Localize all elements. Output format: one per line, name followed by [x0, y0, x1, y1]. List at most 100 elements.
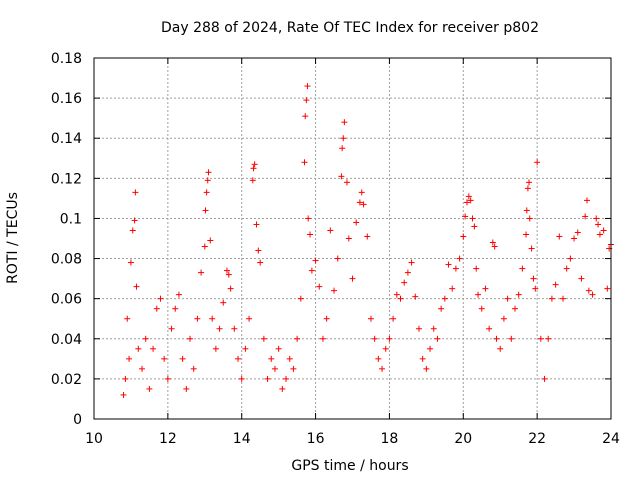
data-point: [204, 177, 211, 184]
data-point: [202, 207, 209, 214]
data-point: [548, 295, 555, 302]
data-point: [534, 159, 541, 166]
data-point: [596, 231, 603, 238]
data-point: [382, 345, 389, 352]
data-point: [201, 243, 208, 250]
data-point: [294, 335, 301, 342]
data-point: [524, 185, 531, 192]
data-point: [559, 295, 566, 302]
data-point: [187, 335, 194, 342]
data-point: [307, 231, 314, 238]
data-point: [283, 375, 290, 382]
data-points-layer: [120, 83, 614, 398]
data-point: [225, 271, 232, 278]
data-point: [504, 295, 511, 302]
data-point: [367, 315, 374, 322]
data-point: [120, 391, 127, 398]
data-point: [427, 345, 434, 352]
data-point: [339, 145, 346, 152]
data-point: [401, 279, 408, 286]
data-point: [423, 365, 430, 372]
y-tick-label: 0.1: [60, 211, 82, 227]
data-point: [312, 257, 319, 264]
data-point: [552, 281, 559, 288]
data-point: [412, 293, 419, 300]
data-point: [600, 227, 607, 234]
data-point: [249, 177, 256, 184]
data-point: [486, 325, 493, 332]
data-point: [473, 265, 480, 272]
x-tick-label: 20: [454, 431, 472, 447]
data-point: [508, 335, 515, 342]
data-point: [227, 285, 234, 292]
data-point: [526, 215, 533, 222]
data-point: [445, 261, 452, 268]
data-point: [404, 269, 411, 276]
data-point: [595, 221, 602, 228]
data-point: [545, 335, 552, 342]
data-point: [205, 169, 212, 176]
data-point: [246, 315, 253, 322]
data-point: [146, 385, 153, 392]
data-point: [482, 285, 489, 292]
data-point: [290, 365, 297, 372]
data-point: [164, 375, 171, 382]
x-tick-label: 10: [85, 431, 103, 447]
data-point: [478, 305, 485, 312]
data-point: [452, 265, 459, 272]
data-point: [523, 207, 530, 214]
data-point: [253, 221, 260, 228]
y-tick-label: 0.04: [51, 332, 82, 348]
y-tick-label: 0.08: [51, 252, 82, 268]
data-point: [460, 233, 467, 240]
data-point: [194, 315, 201, 322]
data-point: [124, 315, 131, 322]
data-point: [415, 325, 422, 332]
data-point: [327, 227, 334, 234]
data-point: [583, 197, 590, 204]
y-tick-label: 0.12: [51, 171, 82, 187]
data-point: [469, 215, 476, 222]
data-point: [142, 335, 149, 342]
data-point: [441, 295, 448, 302]
data-point: [319, 335, 326, 342]
data-point: [131, 217, 138, 224]
data-point: [279, 385, 286, 392]
data-point: [168, 325, 175, 332]
data-point: [541, 375, 548, 382]
y-tick-labels: 0 0.02 0.04 0.06 0.08 0.1 0.12 0.14 0.16 0.18: [51, 51, 82, 428]
data-point: [408, 259, 415, 266]
data-point: [556, 233, 563, 240]
data-point: [528, 245, 535, 252]
data-point: [286, 355, 293, 362]
x-tick-label: 22: [528, 431, 546, 447]
data-point: [223, 267, 230, 274]
data-point: [302, 113, 309, 120]
data-point: [139, 365, 146, 372]
data-point: [304, 83, 311, 90]
data-point: [250, 165, 257, 172]
y-axis-label: ROTI / TECUs: [5, 192, 21, 284]
data-point: [268, 355, 275, 362]
data-point: [203, 189, 210, 196]
x-axis-label: GPS time / hours: [291, 458, 408, 474]
data-point: [133, 283, 140, 290]
data-point: [238, 375, 245, 382]
data-point: [489, 239, 496, 246]
data-point: [515, 291, 522, 298]
data-point: [463, 199, 470, 206]
data-point: [275, 345, 282, 352]
data-point: [190, 365, 197, 372]
data-point: [397, 295, 404, 302]
data-point: [340, 135, 347, 142]
data-point: [207, 237, 214, 244]
data-point: [578, 275, 585, 282]
data-point: [341, 119, 348, 126]
data-point: [157, 295, 164, 302]
data-point: [593, 215, 600, 222]
data-point: [175, 291, 182, 298]
data-point: [260, 335, 267, 342]
data-point: [475, 291, 482, 298]
data-point: [493, 335, 500, 342]
data-point: [172, 305, 179, 312]
